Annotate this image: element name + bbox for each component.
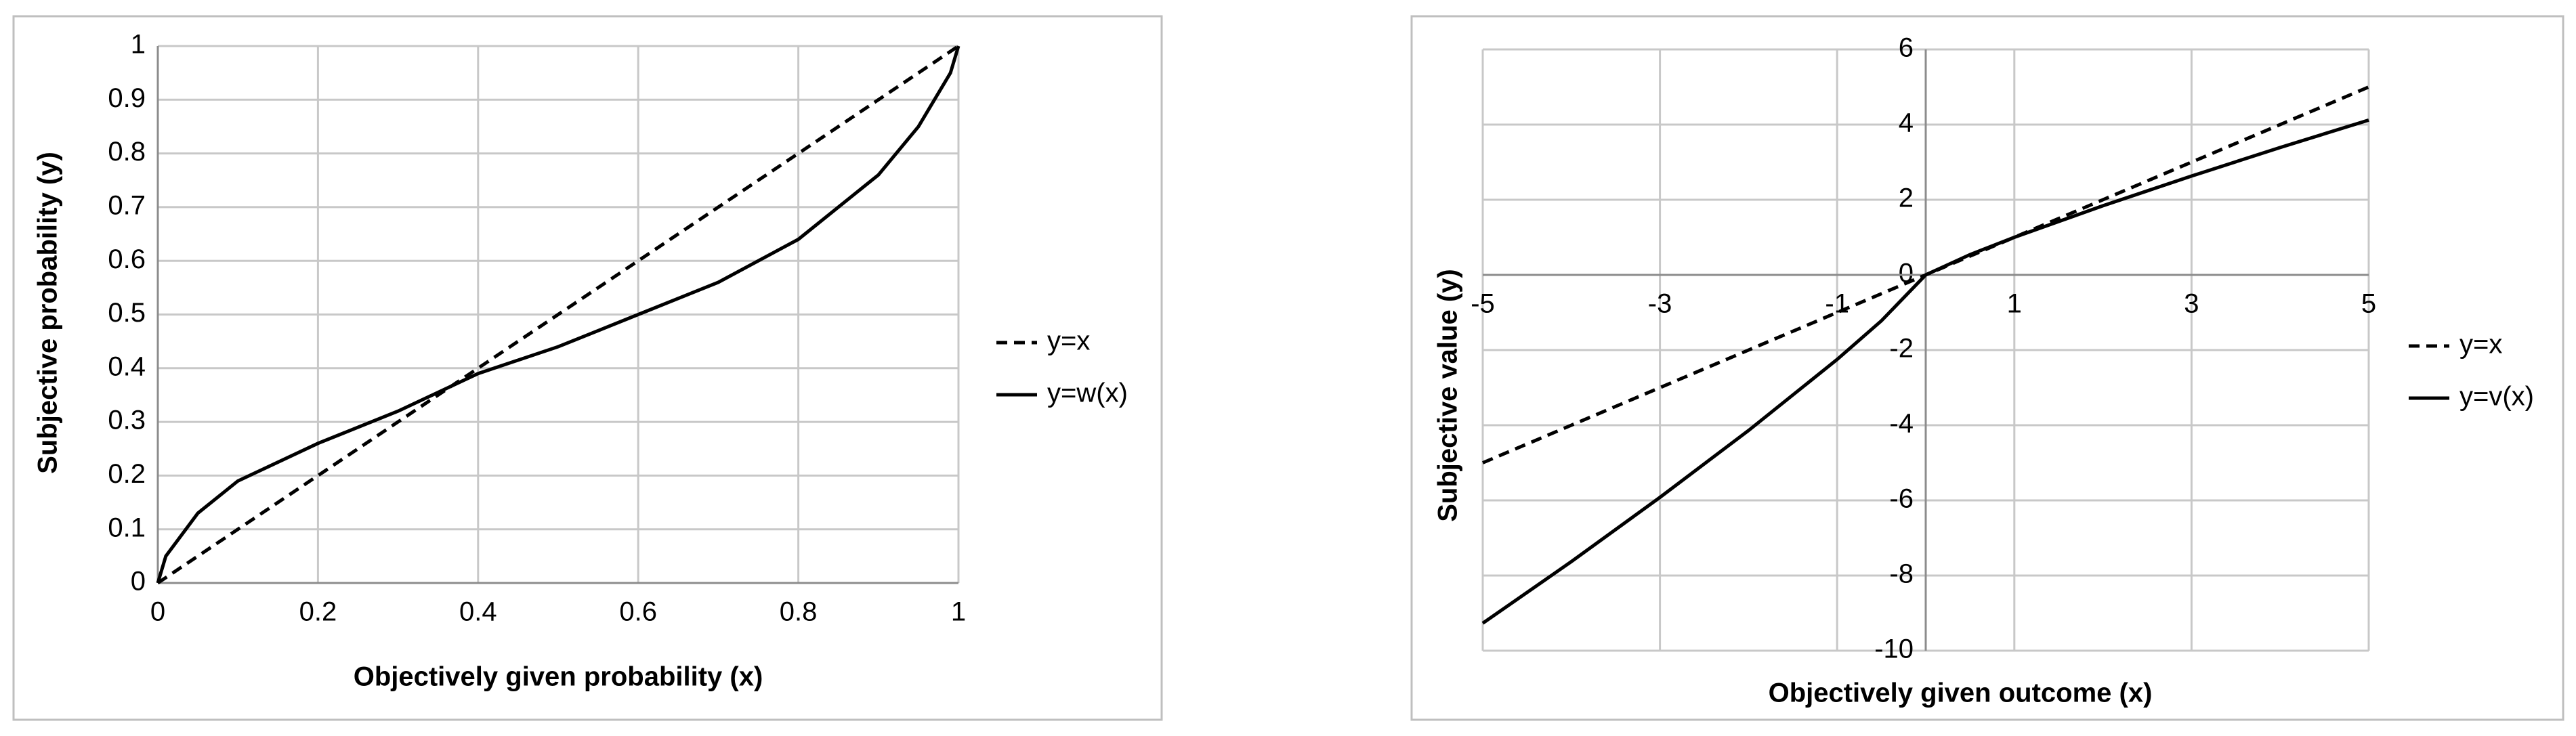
- x-tick-label: 0.8: [780, 597, 818, 627]
- series-line: [156, 45, 960, 584]
- y-tick-label: 0.2: [108, 459, 146, 489]
- legend-label: y=w(x): [1047, 378, 1128, 408]
- y-tick-label: 0.5: [108, 298, 146, 328]
- y-tick-label: -8: [1889, 559, 1914, 589]
- y-tick-label: -4: [1889, 409, 1914, 439]
- x-tick-label: 1: [2007, 289, 2022, 319]
- y-tick-label: 0.1: [108, 513, 146, 542]
- x-axis-title: Objectively given probability (x): [354, 662, 763, 692]
- y-tick-label: 6: [1899, 33, 1914, 63]
- x-tick-label: 5: [2361, 289, 2376, 319]
- y-tick-label: -2: [1889, 334, 1914, 364]
- y-tick-label: -6: [1889, 484, 1914, 514]
- y-tick-label: 0.7: [108, 190, 146, 220]
- chart-frame: [12, 15, 1163, 721]
- x-axis-title: Objectively given outcome (x): [1769, 678, 2153, 708]
- legend-label: y=x: [2459, 330, 2502, 360]
- y-tick-label: 1: [131, 30, 146, 60]
- legend-label: y=x: [1047, 326, 1090, 356]
- x-tick-label: 0: [150, 597, 165, 627]
- x-tick-label: -3: [1648, 289, 1672, 319]
- x-tick-label: -5: [1471, 289, 1495, 319]
- y-tick-label: 4: [1899, 108, 1914, 138]
- y-tick-label: -10: [1874, 634, 1914, 664]
- chart-frame: [1410, 15, 2564, 721]
- y-tick-label: 0: [131, 567, 146, 597]
- series-line: [1481, 118, 2369, 625]
- y-axis-title: Subjective value (y): [1433, 269, 1463, 521]
- y-tick-label: 0.6: [108, 244, 146, 274]
- y-tick-label: 2: [1899, 183, 1914, 213]
- legend-label: y=v(x): [2459, 382, 2534, 412]
- y-tick-label: 0.9: [108, 83, 146, 113]
- series-line: [156, 44, 960, 585]
- x-tick-label: 1: [951, 597, 966, 627]
- x-tick-label: 0.2: [299, 597, 337, 627]
- x-tick-label: 0.4: [459, 597, 497, 627]
- x-tick-label: 0.6: [619, 597, 657, 627]
- x-tick-label: -1: [1825, 289, 1849, 319]
- y-tick-label: 0.4: [108, 351, 146, 381]
- y-tick-label: 0.8: [108, 137, 146, 167]
- x-tick-label: 3: [2184, 289, 2199, 319]
- y-axis-title: Subjective probability (y): [33, 152, 63, 474]
- y-tick-label: 0.3: [108, 406, 146, 435]
